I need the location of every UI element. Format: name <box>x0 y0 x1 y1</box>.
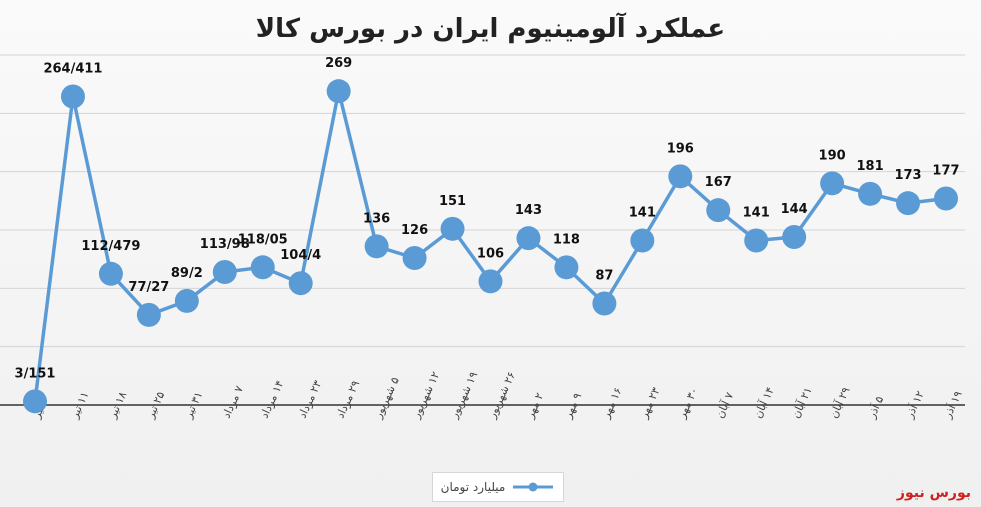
data-point <box>934 186 958 211</box>
x-tick-label: ۲۹ مرداد <box>334 378 363 420</box>
data-point <box>554 255 579 280</box>
data-point <box>858 181 883 206</box>
data-label: 141 <box>743 206 770 221</box>
data-label: 89/2 <box>171 266 203 281</box>
data-label: 113/98 <box>200 237 250 252</box>
data-label: 118 <box>553 232 580 247</box>
x-tick-label: ۹ مهر <box>561 391 584 421</box>
data-point <box>98 261 123 286</box>
data-label: 126 <box>401 223 428 238</box>
brand-watermark: بورس نیوز <box>896 485 971 501</box>
x-tick-label: ۱۹ شهریور <box>447 370 480 422</box>
data-label: 264/411 <box>43 62 102 77</box>
data-label: 87 <box>595 269 613 284</box>
data-point <box>212 260 237 285</box>
data-label: 167 <box>705 175 732 190</box>
data-label: 112/479 <box>81 239 140 254</box>
data-label: 196 <box>667 141 694 156</box>
data-point <box>23 389 47 414</box>
data-label: 104/4 <box>280 248 321 263</box>
series-line <box>23 79 958 414</box>
data-point <box>250 255 275 280</box>
data-point <box>174 288 199 313</box>
data-label: 3/151 <box>15 366 56 381</box>
legend-label: میلیارد تومان <box>440 480 506 494</box>
data-point <box>896 191 921 216</box>
data-label: 144 <box>781 202 808 217</box>
data-label: 141 <box>629 206 656 221</box>
data-point <box>402 246 427 270</box>
x-tick-label: ۲۳ مرداد <box>296 378 325 420</box>
data-label: 118/05 <box>238 232 288 247</box>
data-point <box>592 291 617 316</box>
data-label: 151 <box>439 194 466 209</box>
data-label: 269 <box>325 56 352 71</box>
x-tick-label: ۵ شهریور <box>371 375 402 421</box>
x-tick-label: ۲۳ مهر <box>637 385 663 421</box>
x-tick-label: ۵ آذر <box>864 394 887 421</box>
data-label: 143 <box>515 203 542 218</box>
data-point <box>136 302 161 327</box>
data-label: 136 <box>363 211 390 226</box>
x-tick-label: ۳۰ مهر <box>675 385 701 421</box>
data-point <box>364 234 389 259</box>
data-point <box>630 228 655 253</box>
data-point <box>440 216 465 241</box>
data-label: 77/27 <box>128 280 169 295</box>
data-label: 190 <box>819 148 846 163</box>
data-point <box>60 84 85 109</box>
data-point <box>782 225 807 249</box>
legend: میلیارد تومان <box>432 472 564 502</box>
data-point <box>288 271 313 296</box>
x-tick-label: ۲ مهر <box>523 391 546 421</box>
x-tick-label: ۱۴ مرداد <box>258 378 287 420</box>
x-tick-label: ۲۹ آبان <box>826 384 853 420</box>
data-label: 173 <box>894 168 921 183</box>
x-tick-label: ۱۲ شهریور <box>409 370 442 422</box>
legend-line-icon <box>513 482 554 492</box>
data-label: 181 <box>857 159 884 174</box>
x-tick-label: ۱۴ آبان <box>750 384 777 420</box>
x-tick-label: ۲۱ آبان <box>788 385 815 421</box>
data-point <box>668 164 693 189</box>
data-point <box>326 79 351 104</box>
data-point <box>516 226 541 251</box>
x-tick-label: ۷ مرداد <box>220 384 246 421</box>
data-label: 106 <box>477 246 504 261</box>
data-label: 177 <box>932 164 959 179</box>
x-tick-label: ۲۶ شهریور <box>485 370 518 421</box>
data-point <box>706 198 731 223</box>
x-tick-label: ۱۶ مهر <box>599 385 625 421</box>
data-point <box>744 228 769 253</box>
data-point <box>820 171 845 196</box>
data-point <box>478 269 503 294</box>
chart-title: عملکرد آلومینیوم ایران در بورس کالا <box>255 14 726 44</box>
